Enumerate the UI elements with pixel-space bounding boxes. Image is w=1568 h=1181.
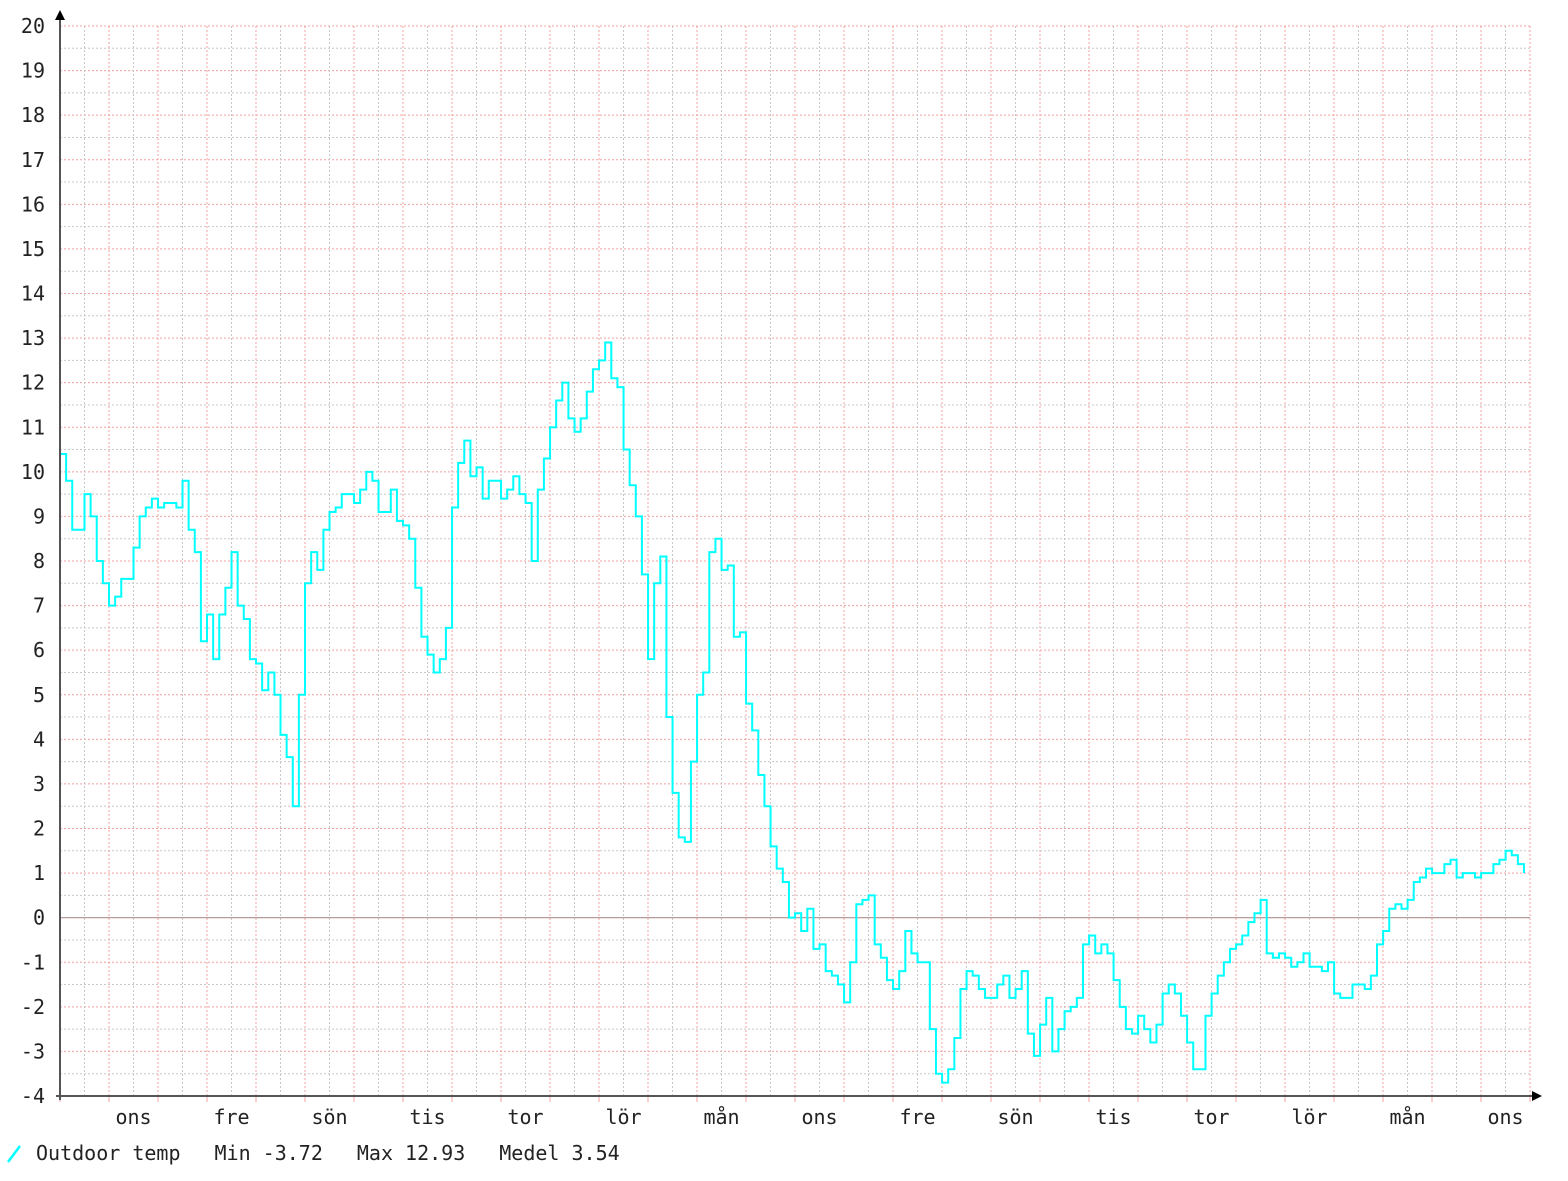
- y-tick-label: 9: [33, 504, 45, 528]
- x-tick-label: sön: [311, 1105, 347, 1129]
- legend-series-label: Outdoor temp: [36, 1141, 181, 1165]
- x-tick-label: ons: [115, 1105, 151, 1129]
- y-tick-label: 18: [21, 103, 45, 127]
- y-tick-label: -1: [21, 950, 45, 974]
- x-tick-label: fre: [213, 1105, 249, 1129]
- grid: [59, 25, 1531, 1102]
- x-tick-label: ons: [1487, 1105, 1523, 1129]
- legend-min: Min -3.72: [214, 1141, 323, 1165]
- legend: Outdoor temp Min -3.72 Max 12.93 Medel 3…: [6, 1141, 654, 1165]
- y-tick-label: 11: [21, 415, 45, 439]
- x-tick-label: ons: [801, 1105, 837, 1129]
- x-axis-arrow-icon: [1532, 1091, 1542, 1101]
- x-tick-label: tor: [507, 1105, 543, 1129]
- y-tick-label: 8: [33, 549, 45, 573]
- series-layer: [60, 341, 1525, 1084]
- y-tick-label: 7: [33, 594, 45, 618]
- y-tick-label: 12: [21, 371, 45, 395]
- y-tick-label: 13: [21, 326, 45, 350]
- y-tick-label: 16: [21, 192, 45, 216]
- y-tick-label: 19: [21, 59, 45, 83]
- axes: [55, 10, 1542, 1101]
- y-tick-label: 17: [21, 148, 45, 172]
- legend-mean: Medel 3.54: [499, 1141, 620, 1165]
- x-tick-label: tis: [409, 1105, 445, 1129]
- y-tick-label: 20: [21, 14, 45, 38]
- y-tick-label: 10: [21, 460, 45, 484]
- y-tick-label: 3: [33, 772, 45, 796]
- x-tick-label: tor: [1193, 1105, 1229, 1129]
- y-tick-label: 15: [21, 237, 45, 261]
- x-tick-label: mån: [703, 1105, 739, 1129]
- x-tick-label: lör: [605, 1105, 641, 1129]
- y-axis-arrow-icon: [55, 10, 65, 20]
- y-tick-label: -4: [21, 1084, 45, 1108]
- legend-max: Max 12.93: [356, 1141, 466, 1165]
- y-tick-label: 2: [33, 817, 45, 841]
- y-tick-label: -2: [21, 995, 45, 1019]
- y-tick-label: -3: [21, 1039, 45, 1063]
- x-tick-label: lör: [1291, 1105, 1327, 1129]
- y-tick-label: 1: [33, 861, 45, 885]
- y-tick-label: 6: [33, 638, 45, 662]
- x-tick-label: tis: [1095, 1105, 1131, 1129]
- x-tick-label: fre: [899, 1105, 935, 1129]
- x-tick-label: sön: [997, 1105, 1033, 1129]
- x-tick-label: mån: [1389, 1105, 1425, 1129]
- y-tick-label: 4: [33, 727, 45, 751]
- y-tick-label: 14: [21, 282, 45, 306]
- x-axis-ticks: ons fre sön tis tor lör mån ons fre sön tis tor lör m…: [115, 1105, 1523, 1129]
- series-line-outdoor-temp: [60, 341, 1525, 1084]
- y-tick-label: 5: [33, 683, 45, 707]
- line-slash-icon: [7, 1145, 21, 1163]
- y-tick-label: 0: [33, 906, 45, 930]
